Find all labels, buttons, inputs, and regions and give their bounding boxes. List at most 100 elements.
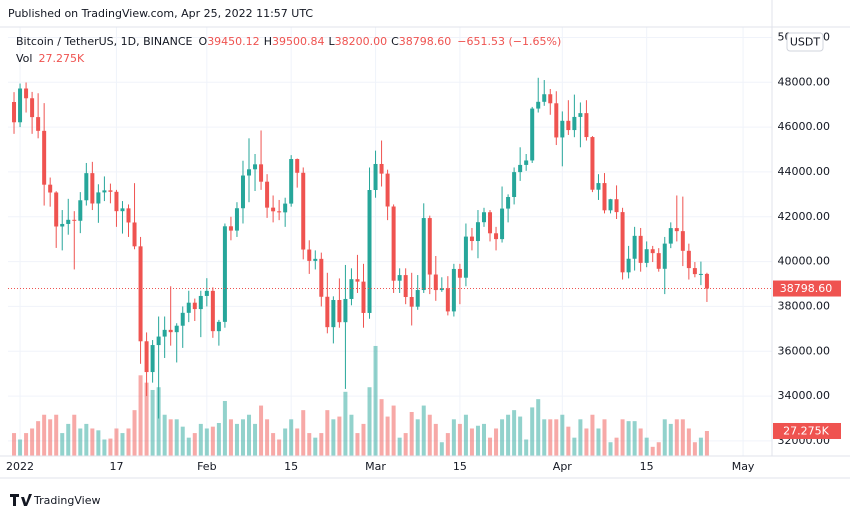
volume-bar [108,438,113,456]
volume-bar [662,419,667,456]
volume-bar [554,419,559,456]
volume-bar [349,414,354,456]
currency-button[interactable] [786,32,824,52]
candle-body [536,101,541,109]
volume-bar [72,414,77,456]
candle-body [102,190,107,193]
volume-bar [500,419,505,456]
title: Bitcoin / TetherUS, 1D, BINANCE [16,35,193,48]
candle-body [144,341,149,373]
candle-body [512,172,517,197]
x-tick-label: May [732,460,755,473]
volume-bar [626,421,631,456]
ohlc-value: 38200.00 [335,35,388,48]
volume-bar [36,421,41,456]
candle-body [313,258,318,261]
volume-bar [415,419,420,456]
symbol-title: Bitcoin / TetherUS, 1D, BINANCE O39450.12… [16,35,561,48]
ohlc-value: 39450.12 [207,35,260,48]
volume-bar [259,405,264,456]
candle-body [138,246,143,342]
volume-bar [162,414,167,456]
volume-bar [150,389,155,456]
volume-bar [228,419,233,456]
volume-bar [24,433,29,456]
volume-bar [397,437,402,456]
candle-body [234,208,239,231]
currency[interactable]: USDT [790,36,821,49]
volume-bar [343,391,348,456]
candle-body [114,191,119,212]
candle-body [30,98,35,118]
candle-body [620,212,625,273]
y-tick-label: 42000.00 [778,210,831,223]
volume-bar [84,423,89,456]
candle-body [295,159,300,173]
volume-bar [54,414,59,456]
volume-bar [42,414,47,456]
last-volume-label: 27.275K [783,424,829,437]
change: −651.53 (−1.65%) [457,35,561,48]
logo-icon [10,494,32,506]
volume-bar [632,421,637,456]
candle-body [457,268,462,278]
candle-body [96,192,101,204]
volume-bar [186,437,191,456]
volume-bar [542,419,547,456]
y-tick-label: 34000.00 [778,389,831,402]
volume-bar [253,423,258,456]
volume-bar [650,446,655,456]
candle-body [277,211,282,213]
volume-bar [560,414,565,456]
volume-bar [469,428,474,456]
volume-bar [120,433,125,456]
volume-bar [192,433,197,456]
candle-body [18,88,23,123]
volume-bar [578,419,583,456]
volume-bar [373,345,378,456]
candle-body [602,183,607,211]
candle-body [108,190,113,192]
candle-body [548,94,553,104]
volume-bar [614,437,619,456]
candle-body [90,173,95,204]
y-tick-label: 36000.00 [778,344,831,357]
volume-bar [283,428,288,456]
candle-body [240,175,245,209]
candle-body [48,184,53,193]
volume-bar [488,437,493,456]
volume-bar [168,419,173,456]
candle-body [644,249,649,263]
candle-body [421,218,426,291]
volume-bar [445,433,450,456]
candle-body [409,297,414,307]
x-tick-label: 15 [284,460,298,473]
candle-body [445,288,450,312]
candle-body [662,243,667,269]
volume-bar [216,422,221,456]
volume-bar [60,433,65,456]
volume-bar [391,405,396,456]
candle-body [403,275,408,298]
candle-body [331,299,336,328]
candle-body [391,206,396,281]
candle-body [325,296,330,328]
volume-bar [530,407,535,456]
volume-bar [463,414,468,456]
volume-bar [590,414,595,456]
candle-body [596,183,601,190]
volume-bar [114,428,119,456]
volume-bar [102,439,107,456]
volume-bar [638,428,643,456]
candle-body [216,321,221,332]
candle-body [668,228,673,244]
volume-bar [548,419,553,456]
candle-body [367,190,372,313]
series [12,77,709,456]
candle-body [180,312,185,326]
candle-body [168,329,173,333]
candle-body [259,164,264,182]
candle-body [150,345,155,373]
volume-bar [18,439,23,456]
candle-body [608,199,613,211]
